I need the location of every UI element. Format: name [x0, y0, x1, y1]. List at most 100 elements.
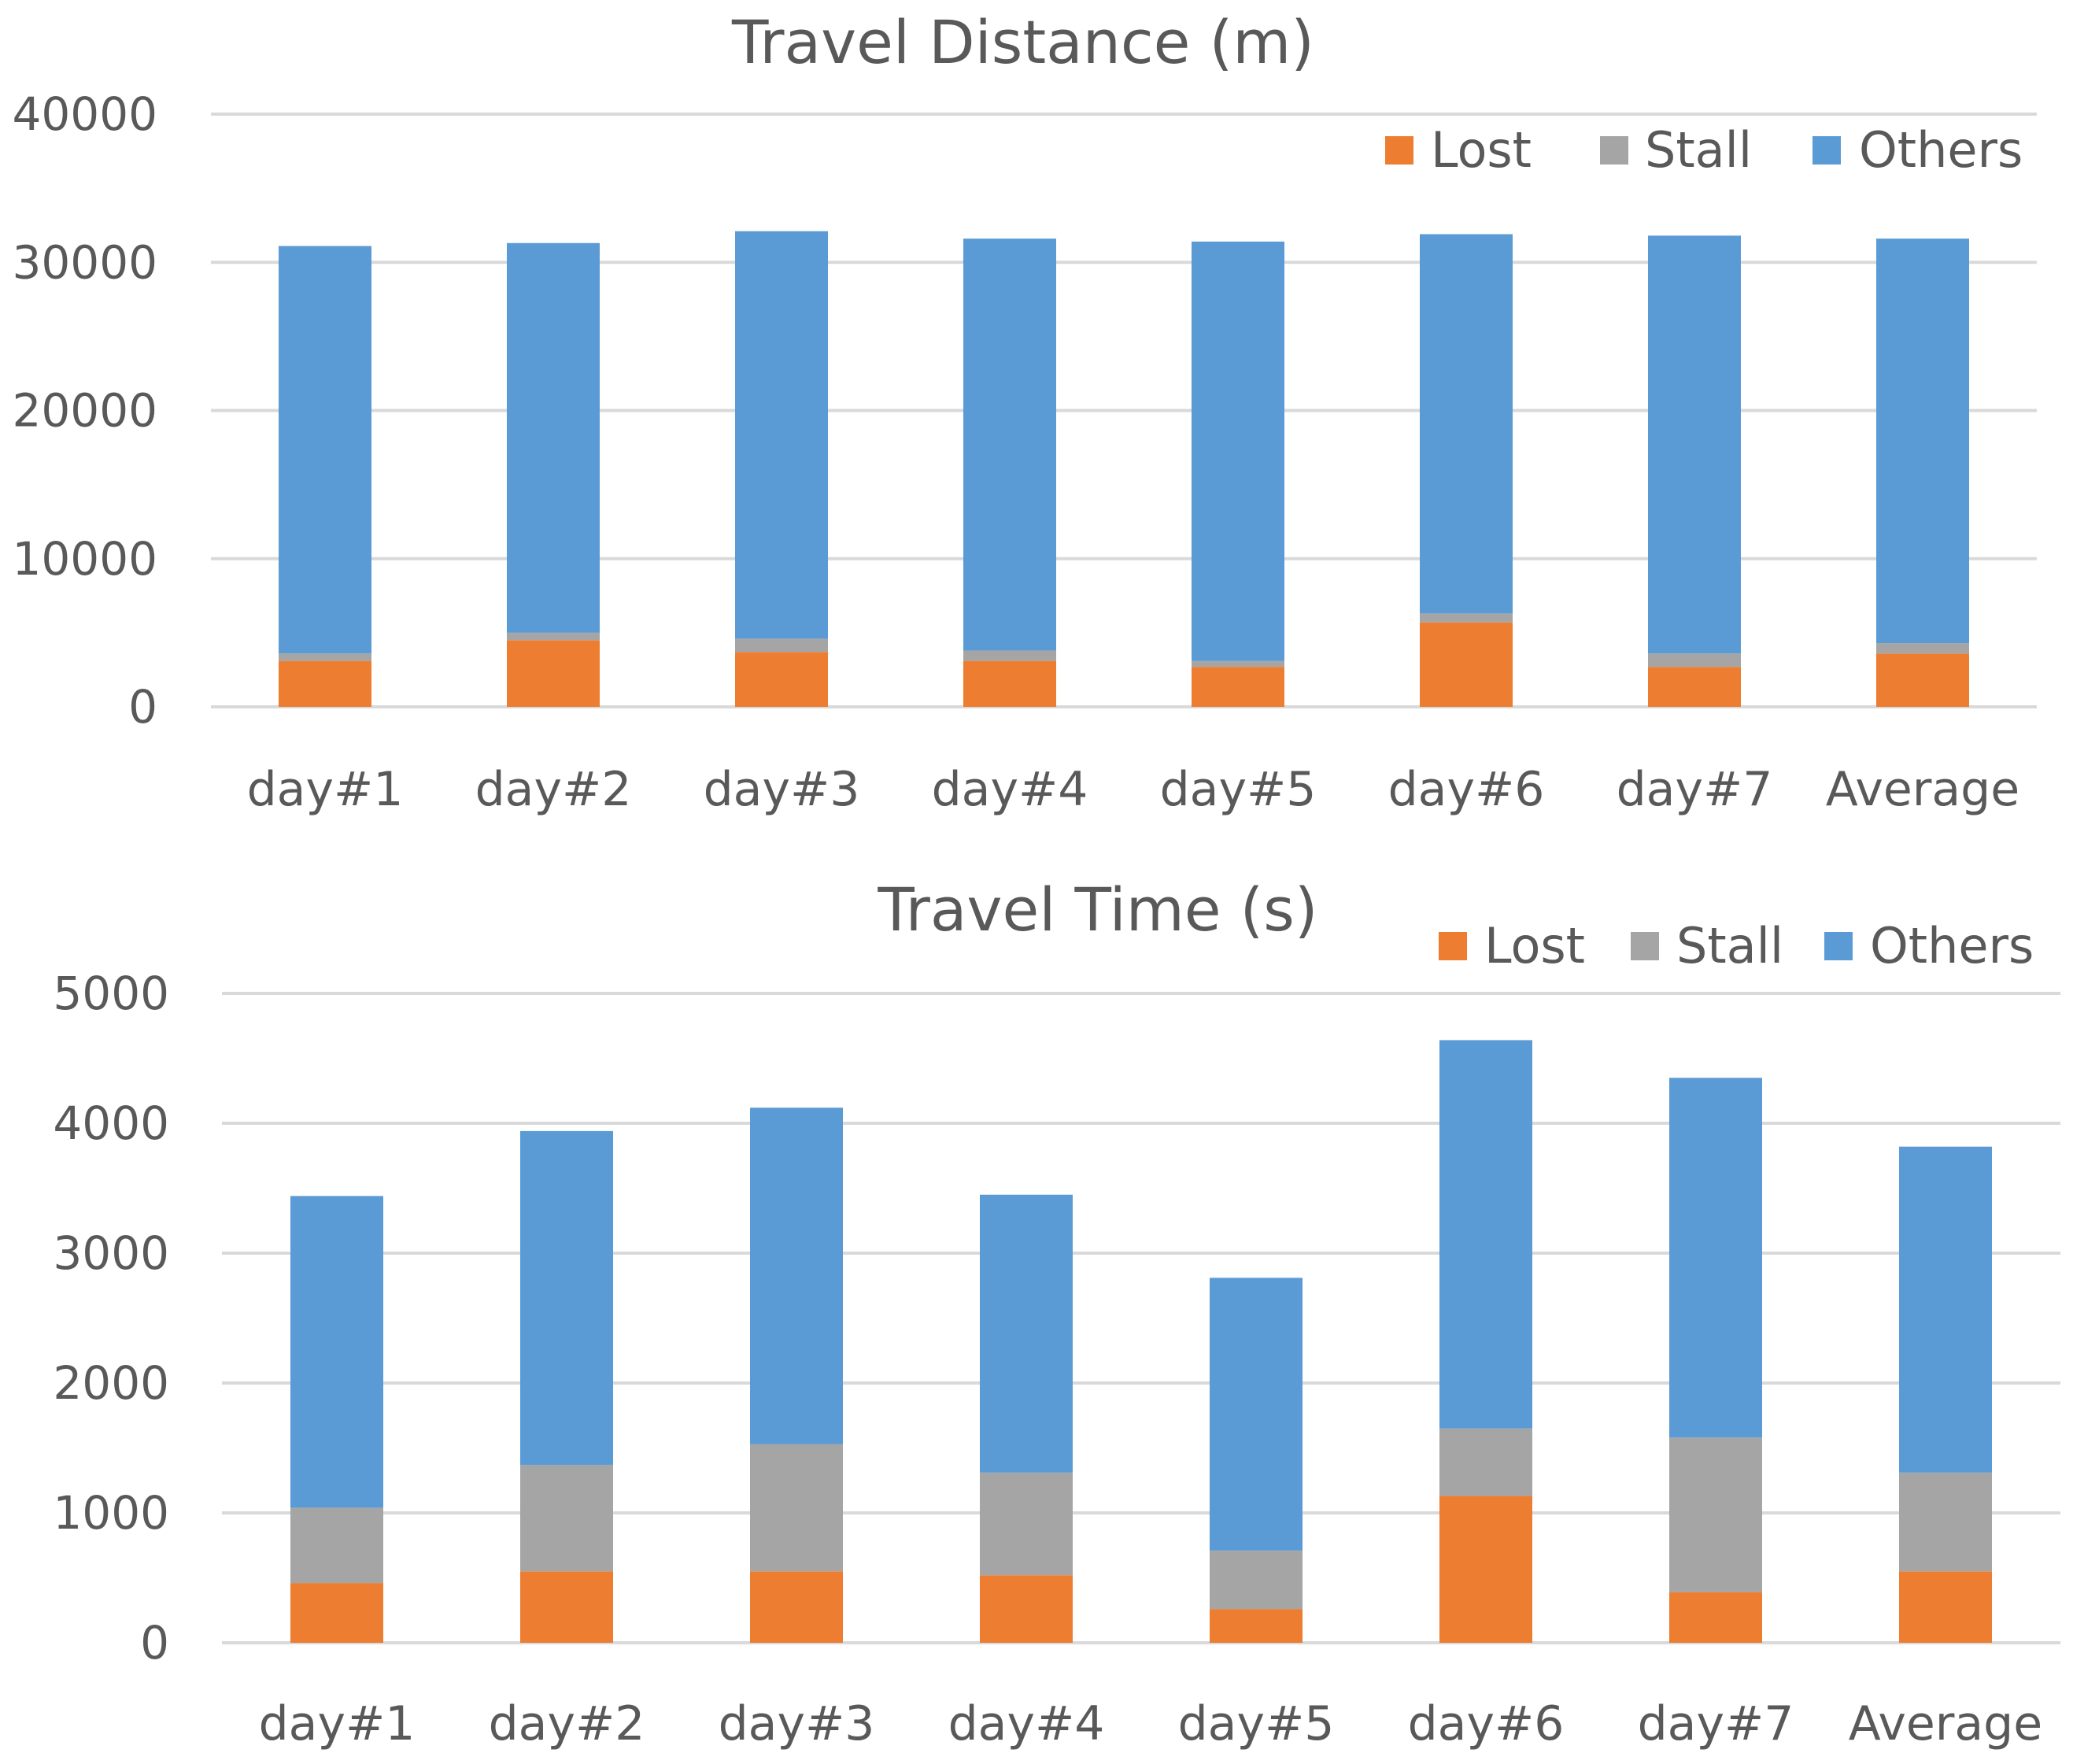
- bar-lost: [735, 652, 828, 707]
- bars: [290, 1040, 1992, 1643]
- legend-swatch-others: [1824, 932, 1853, 960]
- bar-stall: [1210, 1550, 1303, 1610]
- x-axis-ticks: day#1 day#2 day#3 day#4 day#5 day#6 day#7 Avera…: [247, 762, 2020, 817]
- bar-stall: [963, 650, 1056, 661]
- bar-others: [1439, 1040, 1532, 1429]
- x-tick-label: day#2: [475, 762, 632, 817]
- legend-label-lost: Lost: [1484, 917, 1585, 974]
- bar-lost: [1876, 653, 1969, 707]
- travel-time-chart: Travel Time (s) 0 1000 2000 3000 4000 5000 da…: [53, 875, 2060, 1751]
- chart-title: Travel Time (s): [877, 875, 1317, 945]
- bar-others: [1420, 234, 1513, 614]
- x-tick-label: day#3: [719, 1696, 875, 1751]
- bar-others: [1876, 239, 1969, 644]
- bar-lost: [980, 1575, 1073, 1643]
- bar-lost: [290, 1583, 383, 1643]
- bar-others: [279, 246, 371, 654]
- bar-others: [735, 231, 828, 639]
- x-tick-label: day#5: [1160, 762, 1317, 817]
- y-tick-label: 20000: [12, 384, 157, 438]
- bar-lost: [507, 640, 600, 707]
- chart-title: Travel Distance (m): [731, 7, 1314, 77]
- bar-stall: [1192, 660, 1284, 668]
- bar-lost: [1192, 667, 1284, 707]
- y-tick-label: 3000: [53, 1226, 169, 1280]
- bar-others: [980, 1194, 1073, 1473]
- bar-stall: [507, 632, 600, 641]
- bar-lost: [1210, 1609, 1303, 1643]
- legend-swatch-lost: [1385, 136, 1413, 165]
- y-tick-label: 10000: [12, 532, 157, 586]
- y-tick-label: 5000: [53, 967, 169, 1020]
- bar-lost: [963, 660, 1056, 707]
- legend-label-others: Others: [1859, 121, 2023, 179]
- bar-others: [1669, 1078, 1762, 1438]
- bar-others: [750, 1108, 843, 1444]
- legend-swatch-stall: [1600, 136, 1628, 165]
- legend-swatch-lost: [1439, 932, 1467, 960]
- y-gridlines: [211, 113, 2037, 708]
- y-tick-label: 0: [140, 1616, 169, 1670]
- bar-others: [1210, 1278, 1303, 1551]
- bar-stall: [1648, 653, 1741, 668]
- legend-label-lost: Lost: [1431, 121, 1532, 179]
- bar-others: [963, 239, 1056, 651]
- legend-label-others: Others: [1870, 917, 2034, 974]
- bar-others: [1192, 241, 1284, 661]
- y-tick-label: 2000: [53, 1356, 169, 1410]
- y-tick-label: 40000: [12, 87, 157, 141]
- bar-others: [1899, 1146, 1992, 1473]
- legend: Lost Stall Others: [1439, 917, 2034, 974]
- y-tick-label: 1000: [53, 1486, 169, 1540]
- bar-stall: [1899, 1472, 1992, 1572]
- legend-swatch-others: [1812, 136, 1841, 165]
- legend-label-stall: Stall: [1676, 917, 1783, 974]
- bar-lost: [1420, 622, 1513, 707]
- y-gridlines: [222, 992, 2060, 1644]
- x-tick-label: day#1: [247, 762, 404, 817]
- x-tick-label: day#1: [259, 1696, 416, 1751]
- bar-lost: [1439, 1496, 1532, 1643]
- x-tick-label: day#7: [1638, 1696, 1794, 1751]
- bar-stall: [279, 653, 371, 661]
- x-tick-label: day#3: [704, 762, 860, 817]
- bars: [279, 231, 1969, 707]
- bar-stall: [750, 1444, 843, 1572]
- bar-stall: [290, 1507, 383, 1584]
- legend: Lost Stall Others: [1385, 121, 2023, 179]
- bar-stall: [1420, 613, 1513, 623]
- y-tick-label: 0: [128, 680, 157, 734]
- bar-others: [520, 1130, 613, 1465]
- bar-others: [1648, 235, 1741, 654]
- bar-stall: [1439, 1428, 1532, 1496]
- y-axis-ticks: 0 1000 2000 3000 4000 5000: [53, 967, 169, 1670]
- x-tick-label: day#6: [1408, 1696, 1565, 1751]
- bar-lost: [520, 1571, 613, 1643]
- bar-lost: [1648, 667, 1741, 707]
- y-axis-ticks: 0 10000 20000 30000 40000: [12, 87, 157, 734]
- y-tick-label: 4000: [53, 1096, 169, 1150]
- bar-lost: [1899, 1571, 1992, 1643]
- travel-distance-chart: Travel Distance (m) 0 10000 20000 30000 4000…: [12, 7, 2037, 817]
- x-tick-label: Average: [1849, 1696, 2042, 1751]
- x-tick-label: Average: [1826, 762, 2019, 817]
- x-tick-label: day#6: [1388, 762, 1545, 817]
- bar-lost: [1669, 1592, 1762, 1643]
- x-tick-label: day#2: [489, 1696, 645, 1751]
- y-tick-label: 30000: [12, 235, 157, 289]
- bar-stall: [980, 1472, 1073, 1576]
- x-axis-ticks: day#1 day#2 day#3 day#4 day#5 day#6 day#7 Avera…: [259, 1696, 2043, 1751]
- bar-lost: [279, 660, 371, 707]
- bar-others: [290, 1196, 383, 1508]
- bar-others: [507, 242, 600, 633]
- x-tick-label: day#5: [1178, 1696, 1335, 1751]
- x-tick-label: day#7: [1617, 762, 1773, 817]
- legend-swatch-stall: [1631, 932, 1659, 960]
- bar-stall: [1669, 1437, 1762, 1592]
- bar-stall: [1876, 643, 1969, 654]
- x-tick-label: day#4: [932, 762, 1088, 817]
- bar-stall: [520, 1464, 613, 1572]
- x-tick-label: day#4: [948, 1696, 1105, 1751]
- legend-label-stall: Stall: [1645, 121, 1752, 179]
